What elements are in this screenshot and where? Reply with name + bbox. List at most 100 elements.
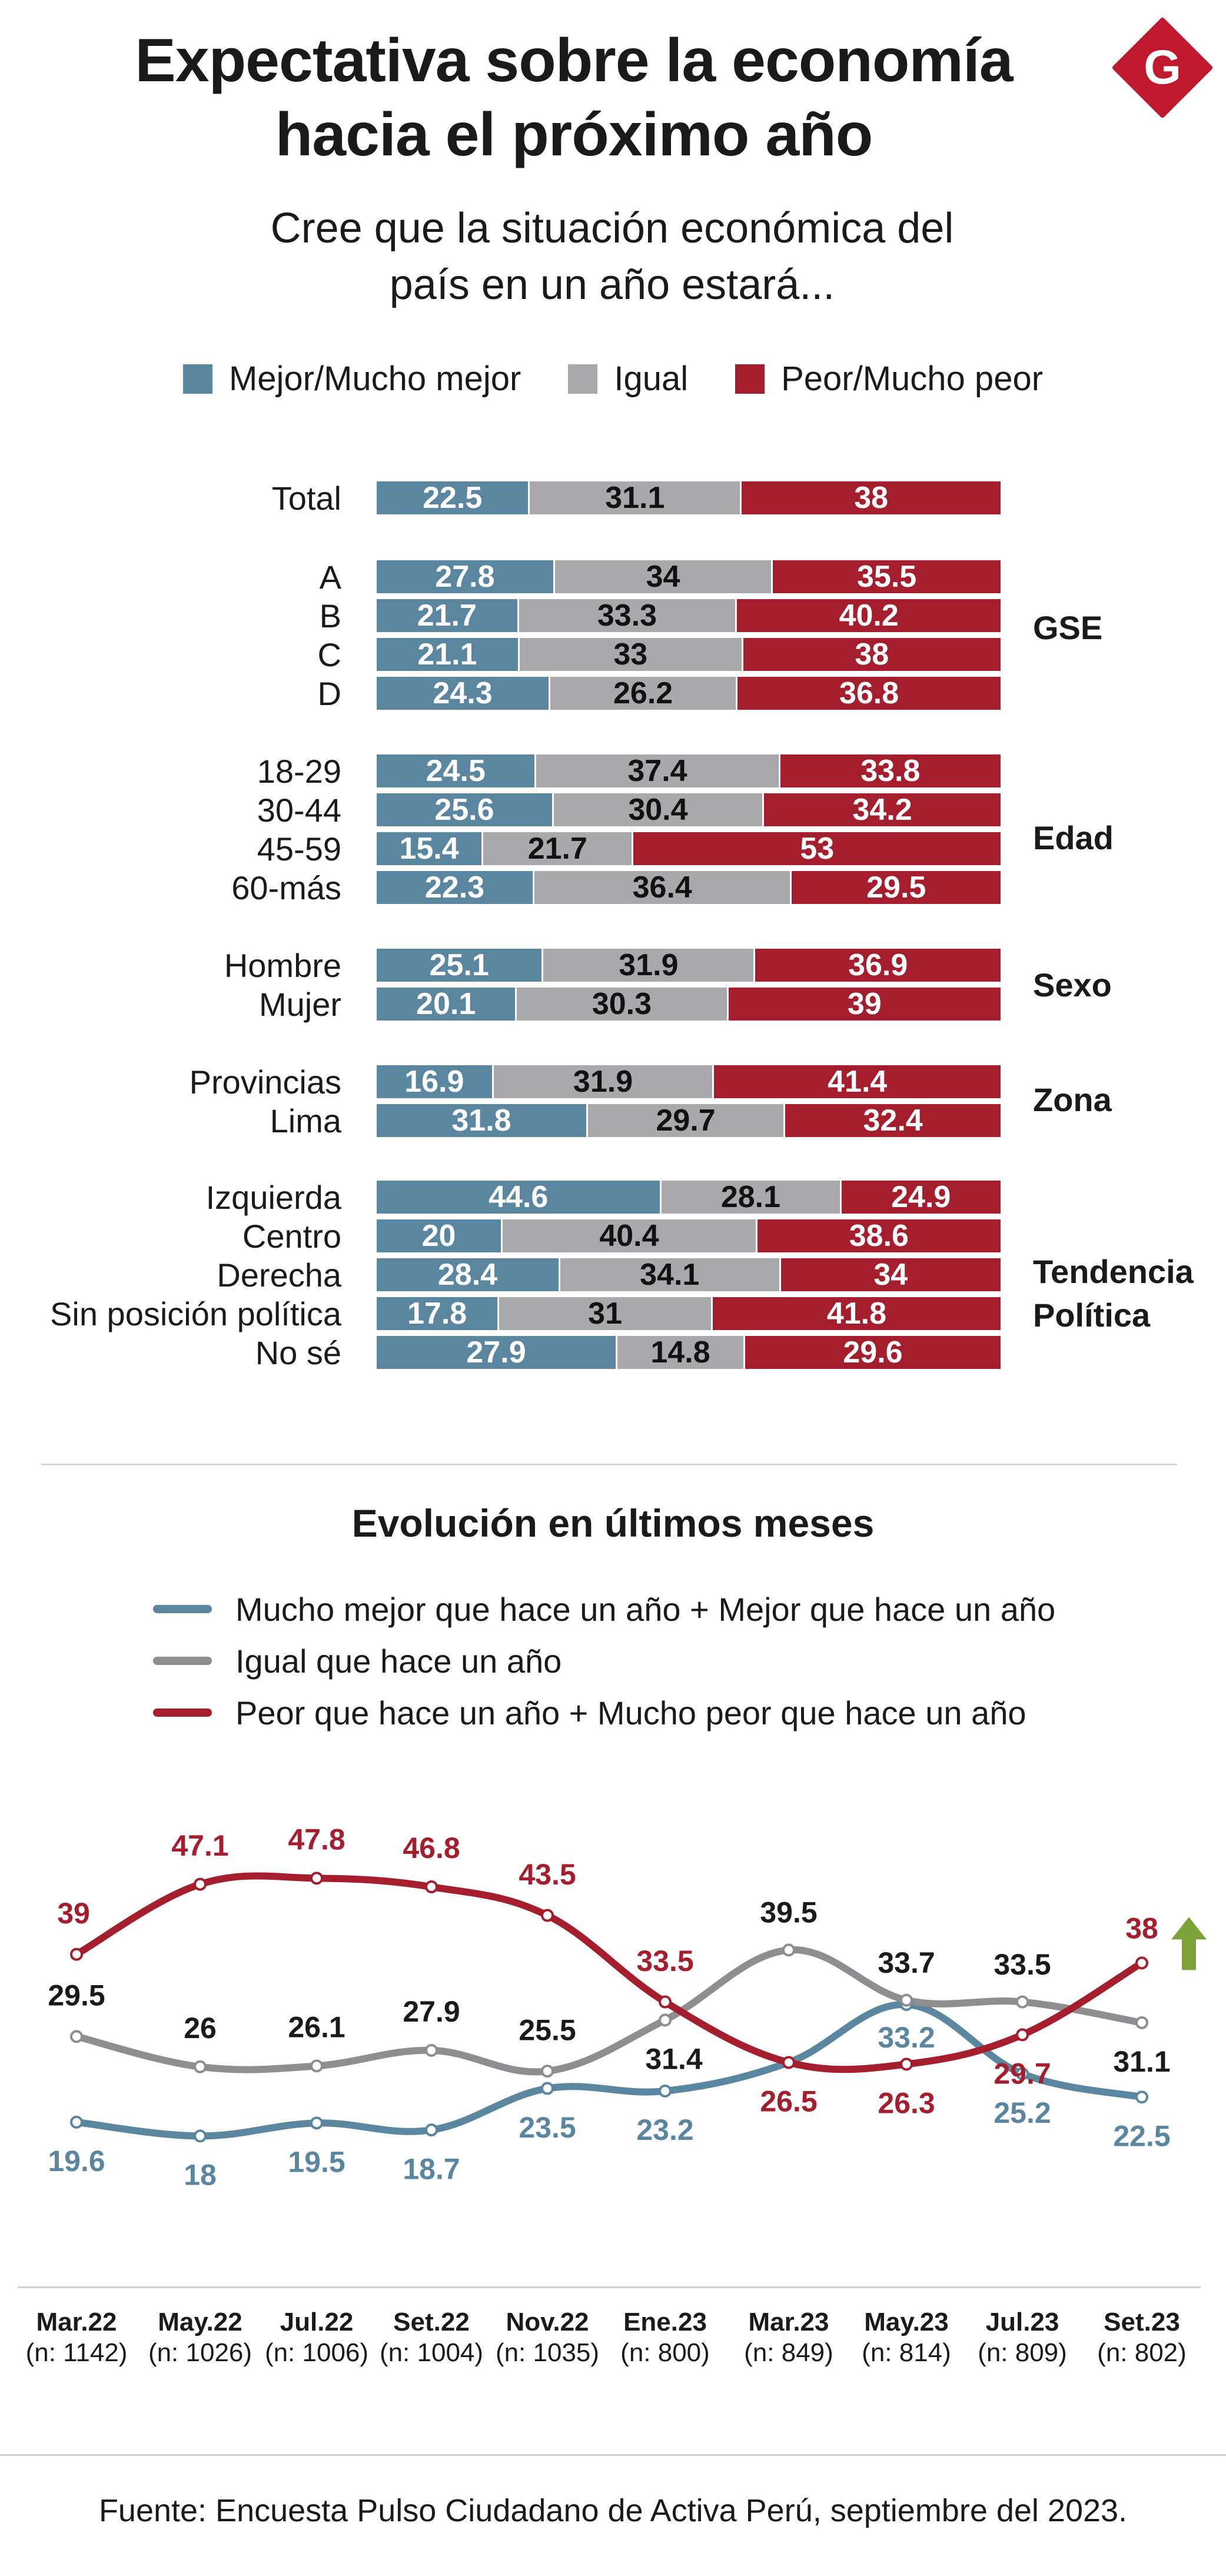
x-tick-sample-size: (n: 809) (978, 2338, 1067, 2367)
stacked-bar: 27.8 34 35.5 (377, 560, 1001, 593)
chart-title: Expectativa sobre la economía hacia el p… (59, 24, 1089, 172)
row-label: Derecha (217, 1257, 341, 1294)
title-line-1: Expectativa sobre la economía (135, 26, 1013, 95)
bar-segment-igual: 29.7 (587, 1104, 786, 1137)
bar-segment-peor: 38 (742, 481, 1001, 514)
bar-segment-peor: 38.6 (757, 1219, 1001, 1252)
x-tick-label: May.23 (n: 814) (842, 2307, 971, 2368)
data-point-peor (1016, 2028, 1029, 2042)
stacked-bar: 17.8 31 41.8 (377, 1297, 1001, 1330)
bar-segment-mejor: 21.7 (377, 599, 519, 632)
legend-item-mejor: Mejor/Mucho mejor (182, 359, 521, 398)
data-point-mejor (659, 2084, 672, 2098)
series-line-igual (73, 1946, 1145, 2076)
line-legend-swatch-igual (153, 1657, 212, 1665)
series-line-mejor (73, 2000, 1145, 2140)
source-note: Fuente: Encuesta Pulso Ciudadano de Acti… (98, 2493, 1128, 2528)
data-label-mejor: 33.2 (878, 2021, 935, 2054)
bar-segment-igual: 34.1 (560, 1258, 781, 1291)
trend-up-arrow-icon (1171, 1917, 1207, 1970)
data-label-mejor: 18 (184, 2159, 217, 2192)
bar-segment-mejor: 25.1 (377, 949, 544, 982)
data-label-mejor: 25.2 (994, 2096, 1051, 2129)
row-label: B (319, 597, 341, 634)
row-label: C (317, 636, 341, 673)
bar-segment-igual: 31.1 (530, 481, 742, 514)
bar-segment-igual: 37.4 (536, 754, 780, 787)
x-tick-month: Ene.23 (623, 2308, 707, 2336)
stacked-bar: 22.5 31.1 38 (377, 481, 1001, 514)
bar-segment-peor: 39 (728, 988, 1001, 1021)
data-point-igual (70, 2030, 83, 2043)
line-legend-item-mejor: Mucho mejor que hace un año + Mejor que … (153, 1583, 1055, 1635)
group-label-tendencia-line1: Tendencia (1033, 1253, 1194, 1290)
row-label: Total (271, 480, 341, 517)
x-tick-sample-size: (n: 849) (744, 2338, 833, 2367)
stacked-bar: 44.6 28.1 24.9 (377, 1181, 1001, 1214)
data-label-peor: 47.8 (288, 1823, 345, 1856)
bar-segment-peor: 36.8 (737, 677, 1001, 710)
x-tick-month: Set.23 (1104, 2308, 1180, 2336)
line-legend: Mucho mejor que hace un año + Mejor que … (153, 1583, 1055, 1739)
x-tick-month: May.23 (864, 2308, 949, 2336)
bar-segment-peor: 35.5 (773, 560, 1001, 593)
x-tick-label: Nov.22 (n: 1035) (483, 2307, 612, 2368)
bar-segment-peor: 41.8 (712, 1297, 1001, 1330)
data-point-peor (425, 1880, 438, 1894)
bar-segment-mejor: 25.6 (377, 793, 554, 826)
stacked-bar: 20 40.4 38.6 (377, 1219, 1001, 1252)
legend-swatch-mejor (182, 364, 212, 394)
legend-label-peor: Peor/Mucho peor (781, 360, 1044, 398)
data-label-mejor: 23.5 (519, 2111, 576, 2144)
x-tick-month: Mar.23 (748, 2308, 829, 2336)
row-label: Provincias (189, 1063, 341, 1101)
row-label: 45-59 (257, 830, 341, 867)
bar-segment-mejor: 20.1 (377, 988, 517, 1021)
row-label: 18-29 (257, 753, 341, 790)
bar-segment-peor: 38 (743, 638, 1001, 671)
stacked-bar: 28.4 34.1 34 (377, 1258, 1001, 1291)
x-tick-month: May.22 (158, 2308, 242, 2336)
bar-segment-mejor: 17.8 (377, 1297, 500, 1330)
x-tick-sample-size: (n: 1026) (148, 2338, 252, 2367)
data-label-igual: 33.7 (878, 1946, 935, 1979)
data-point-peor (541, 1909, 554, 1922)
bar-segment-igual: 34 (554, 560, 773, 593)
row-label: A (319, 559, 341, 596)
line-legend-item-peor: Peor que hace un año + Mucho peor que ha… (153, 1687, 1055, 1739)
bar-segment-peor: 29.6 (745, 1336, 1001, 1369)
legend-label-mejor: Mejor/Mucho mejor (228, 360, 521, 398)
data-point-mejor (70, 2115, 83, 2129)
bar-segment-mejor: 21.1 (377, 638, 520, 671)
bar-segment-mejor: 24.5 (377, 754, 537, 787)
data-label-igual: 29.5 (48, 1979, 105, 2012)
bar-segment-igual: 26.2 (550, 677, 738, 710)
data-point-igual (194, 2060, 207, 2073)
line-legend-item-igual: Igual que hace un año (153, 1635, 1055, 1687)
bar-legend: Mejor/Mucho mejor Igual Peor/Mucho peor (0, 359, 1226, 398)
x-tick-sample-size: (n: 1142) (25, 2338, 128, 2367)
data-label-igual: 39.5 (760, 1896, 817, 1929)
data-point-mejor (310, 2116, 323, 2130)
data-label-peor: 43.5 (519, 1858, 576, 1891)
data-label-igual: 26 (184, 2012, 217, 2045)
legend-label-igual: Igual (614, 360, 689, 398)
x-tick-label: Set.22 (n: 1004) (367, 2307, 496, 2368)
group-label-sexo: Sexo (1033, 966, 1112, 1003)
x-tick-label: Mar.23 (n: 849) (724, 2307, 853, 2368)
legend-item-peor: Peor/Mucho peor (735, 359, 1043, 398)
data-label-peor: 29.7 (994, 2058, 1051, 2090)
bar-segment-peor: 53 (633, 832, 1001, 865)
stacked-bar: 27.9 14.8 29.6 (377, 1336, 1001, 1369)
data-label-igual: 26.1 (288, 2011, 345, 2044)
evolution-title: Evolución en últimos meses (351, 1501, 875, 1545)
bar-segment-igual: 33 (519, 638, 743, 671)
line-legend-label-igual: Igual que hace un año (235, 1642, 562, 1680)
evolution-line-chart: 19.6 18 19.5 18.7 23.5 23.2 26.5 33.2 25.2 22.5 29… (48, 1823, 1207, 2192)
bar-segment-mejor: 20 (377, 1219, 503, 1252)
x-tick-sample-size: (n: 1004) (379, 2338, 484, 2367)
bar-segment-peor: 36.9 (755, 949, 1001, 982)
x-tick-label: May.22 (n: 1026) (135, 2307, 265, 2368)
data-label-peor: 38 (1125, 1912, 1158, 1945)
bar-segment-mejor: 15.4 (377, 832, 484, 865)
